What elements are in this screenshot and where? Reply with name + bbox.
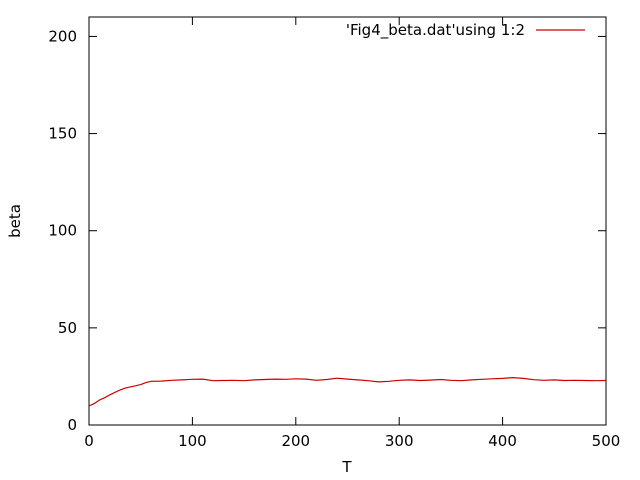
y-tick-label: 200 <box>48 27 77 45</box>
y-axis-label: beta <box>6 204 24 238</box>
y-tick-label: 100 <box>48 222 77 240</box>
series-line <box>88 376 607 407</box>
legend-label: 'Fig4_beta.dat'using 1:2 <box>346 21 525 40</box>
legend: 'Fig4_beta.dat'using 1:2 <box>346 21 585 40</box>
series-group <box>88 376 607 407</box>
x-tick-label: 0 <box>84 432 94 450</box>
plot-border <box>88 16 607 426</box>
x-tick-label: 200 <box>281 432 310 450</box>
x-tick-label: 500 <box>592 432 621 450</box>
y-axis-ticks: 0 50 100 150 200 <box>48 27 606 434</box>
x-tick-label: 100 <box>178 432 207 450</box>
y-tick-label: 150 <box>48 125 77 143</box>
y-tick-label: 0 <box>67 416 77 434</box>
x-tick-label: 400 <box>488 432 517 450</box>
x-axis-label: T <box>341 458 352 476</box>
x-axis-ticks: 0 100 200 300 400 500 <box>84 17 620 450</box>
y-tick-label: 50 <box>58 319 77 337</box>
plot-frame <box>88 16 607 426</box>
x-tick-label: 300 <box>385 432 414 450</box>
